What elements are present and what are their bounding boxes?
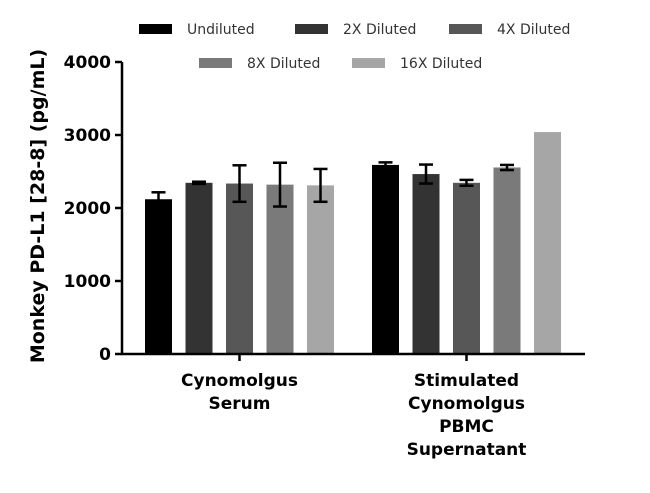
bar [453, 182, 480, 354]
x-axis: Cynomolgus Serum Stimulated Cynomolgus PBMC S… [121, 352, 585, 460]
bar [307, 185, 334, 354]
legend-label: 2X Diluted [343, 22, 416, 38]
x-tick-label: Cynomolgus [408, 394, 525, 414]
bars [145, 132, 561, 354]
y-tick-label: 0 [99, 345, 111, 365]
bar [534, 132, 561, 354]
x-tick-label: PBMC [439, 417, 494, 437]
x-tick-label: Supernatant [407, 440, 527, 460]
x-tick-label: Cynomolgus [181, 371, 298, 391]
legend-swatch [352, 58, 385, 68]
legend-label: 16X Diluted [400, 56, 482, 72]
y-axis: 0 1000 2000 3000 4000 [64, 53, 124, 365]
legend-swatch [139, 24, 172, 34]
bar [266, 184, 294, 354]
x-tick-label: Serum [209, 394, 271, 414]
y-tick-label: 4000 [64, 53, 111, 73]
bar [145, 199, 172, 354]
y-tick-label: 3000 [64, 126, 111, 146]
legend-label: Undiluted [187, 22, 255, 38]
legend: Undiluted 2X Diluted 4X Diluted 8X Diluted 1… [139, 22, 570, 72]
x-tick-label: Stimulated [414, 371, 519, 391]
legend-label: 4X Diluted [497, 22, 570, 38]
y-tick-label: 1000 [64, 272, 111, 292]
legend-swatch [199, 58, 232, 68]
y-tick-label: 2000 [64, 199, 111, 219]
bar [372, 164, 399, 354]
bar [412, 174, 440, 354]
legend-label: 8X Diluted [247, 56, 320, 72]
y-axis-label: Monkey PD-L1 [28-8] (pg/mL) [27, 49, 49, 363]
bar [185, 182, 213, 354]
bar [226, 183, 253, 354]
bar [493, 167, 521, 354]
legend-swatch [295, 24, 328, 34]
legend-swatch [449, 24, 482, 34]
